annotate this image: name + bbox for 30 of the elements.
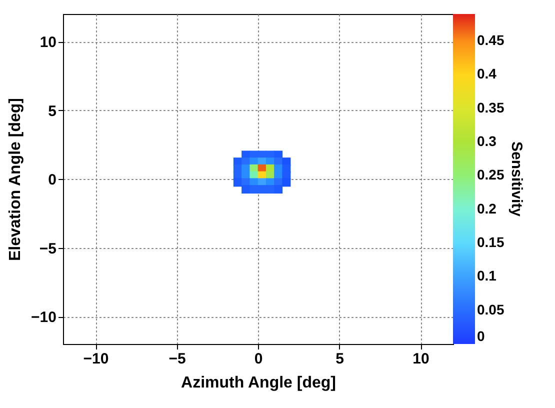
point — [233, 178, 242, 187]
color-bar-label: 0.35 — [477, 99, 504, 116]
color-bar-title: Sensitivity — [508, 141, 525, 218]
color-bar-label: 0.15 — [477, 234, 504, 250]
x-tick-label: 10 — [412, 350, 430, 368]
point — [250, 185, 258, 194]
point — [266, 185, 274, 194]
point — [242, 185, 250, 194]
color-bar-label: 0 — [477, 328, 485, 344]
color-bar-label: 0.45 — [477, 32, 504, 48]
point — [274, 185, 283, 194]
x-tick-label: 0 — [254, 350, 263, 368]
color-bar-label: 0.25 — [477, 166, 504, 183]
y-tick-label: 5 — [48, 102, 56, 120]
color-bar-label: 0.2 — [477, 200, 497, 216]
y-axis-title: Elevation Angle [deg] — [7, 98, 24, 261]
y-tick-label: 0 — [48, 172, 56, 188]
color-bar-label: 0.3 — [477, 132, 497, 149]
y-tick-label: 10 — [40, 34, 56, 51]
y-tick-label: −5 — [39, 240, 56, 258]
y-tick-label: −10 — [31, 309, 56, 326]
color-bar-label: 0.1 — [477, 268, 497, 284]
color-bar-label: 0.4 — [477, 66, 497, 82]
x-axis-title: Azimuth Angle [deg] — [181, 374, 336, 392]
color-bar-label: 0.05 — [477, 301, 504, 318]
point — [258, 185, 266, 194]
point — [282, 178, 291, 187]
x-tick-label: −10 — [83, 350, 109, 368]
x-tick-label: 5 — [336, 350, 344, 368]
x-tick-label: −5 — [168, 350, 186, 368]
